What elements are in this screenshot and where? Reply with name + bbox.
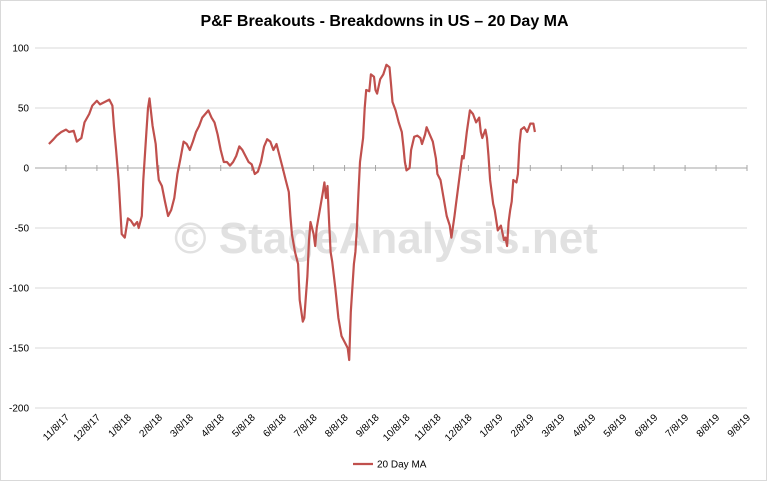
x-tick-label: 9/8/18 xyxy=(354,412,382,440)
x-tick-label: 6/8/18 xyxy=(261,412,289,440)
x-tick-label: 5/8/18 xyxy=(230,412,258,440)
x-tick-label: 1/8/18 xyxy=(107,412,135,440)
x-tick-label: 2/8/18 xyxy=(138,412,166,440)
chart-title: P&F Breakouts - Breakdowns in US – 20 Da… xyxy=(200,13,569,30)
watermark-text: © StageAnalysis.net xyxy=(174,214,598,263)
y-tick-label: -200 xyxy=(9,404,29,415)
x-tick-label: 8/8/18 xyxy=(323,412,351,440)
y-tick-label: -150 xyxy=(9,344,29,355)
x-tick-label: 7/8/19 xyxy=(664,412,692,440)
x-tick-label: 9/8/19 xyxy=(726,412,754,440)
x-tick-label: 3/8/19 xyxy=(540,412,568,440)
x-tick-label: 12/8/17 xyxy=(72,412,104,444)
x-tick-label: 3/8/18 xyxy=(168,412,196,440)
x-tick-label: 2/8/19 xyxy=(509,412,537,440)
x-tick-label: 12/8/18 xyxy=(443,412,475,444)
series-line-20-day-ma xyxy=(48,63,536,362)
y-tick-label: 100 xyxy=(12,44,29,55)
x-tick-label: 4/8/18 xyxy=(199,412,227,440)
x-tick-label: 11/8/17 xyxy=(41,412,72,443)
y-tick-label: 0 xyxy=(23,164,29,175)
y-tick-label: 50 xyxy=(18,104,30,115)
x-tick-label: 1/8/19 xyxy=(478,412,506,440)
x-tick-label: 5/8/19 xyxy=(602,412,630,440)
x-tick-label: 7/8/18 xyxy=(292,412,320,440)
x-tick-label: 8/8/19 xyxy=(695,412,723,440)
x-tick-label: 10/8/18 xyxy=(381,412,413,444)
x-tick-label: 6/8/19 xyxy=(633,412,661,440)
y-tick-label: -100 xyxy=(9,284,29,295)
y-tick-label: -50 xyxy=(15,224,30,235)
legend-label: 20 Day MA xyxy=(377,460,427,471)
x-tick-label: 4/8/19 xyxy=(571,412,599,440)
x-tick-label: 11/8/18 xyxy=(413,412,444,443)
